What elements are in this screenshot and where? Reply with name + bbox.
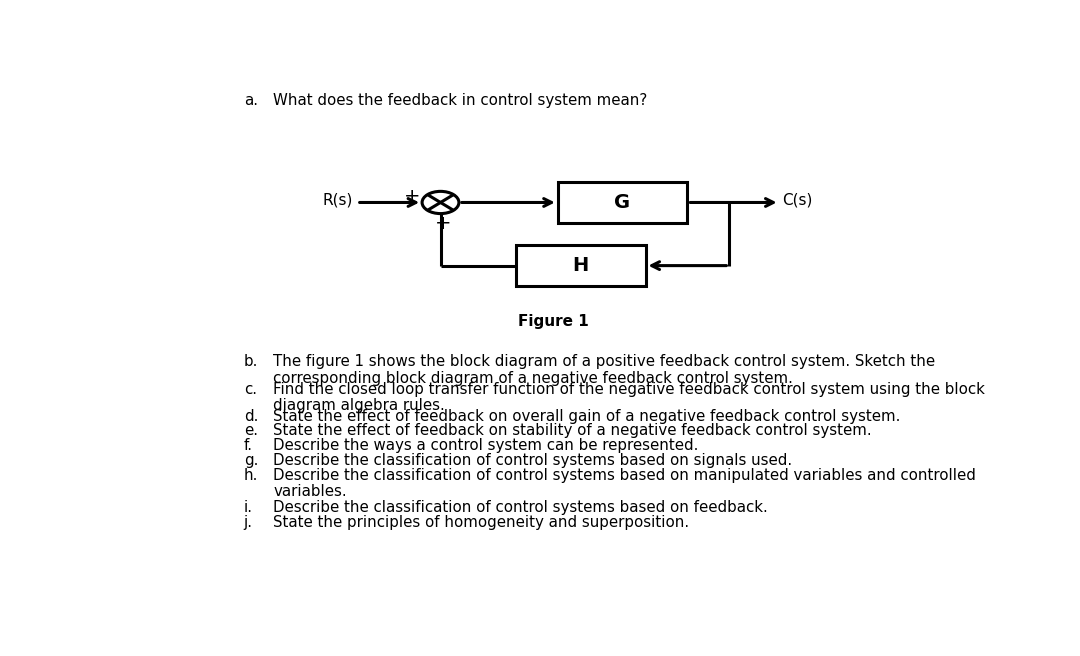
Text: Describe the classification of control systems based on feedback.: Describe the classification of control s…: [273, 501, 768, 516]
Text: What does the feedback in control system mean?: What does the feedback in control system…: [273, 93, 647, 108]
Text: State the effect of feedback on overall gain of a negative feedback control syst: State the effect of feedback on overall …: [273, 409, 901, 424]
Text: C(s): C(s): [782, 193, 812, 208]
Text: diagram algebra rules.: diagram algebra rules.: [273, 398, 445, 413]
Text: Describe the classification of control systems based on signals used.: Describe the classification of control s…: [273, 453, 793, 468]
Text: State the principles of homogeneity and superposition.: State the principles of homogeneity and …: [273, 515, 689, 529]
Text: +: +: [404, 188, 420, 207]
Bar: [516, 245, 646, 286]
Text: R(s): R(s): [322, 193, 352, 208]
Text: variables.: variables.: [273, 484, 347, 499]
Text: The figure 1 shows the block diagram of a positive feedback control system. Sket: The figure 1 shows the block diagram of …: [273, 354, 935, 369]
Text: c.: c.: [244, 382, 257, 397]
Text: i.: i.: [244, 501, 253, 516]
Text: f.: f.: [244, 438, 253, 453]
Text: Describe the classification of control systems based on manipulated variables an: Describe the classification of control s…: [273, 468, 976, 483]
Text: +: +: [435, 215, 451, 233]
Text: Describe the ways a control system can be represented.: Describe the ways a control system can b…: [273, 438, 699, 453]
Text: G: G: [615, 193, 631, 212]
Text: corresponding block diagram of a negative feedback control system.: corresponding block diagram of a negativ…: [273, 371, 793, 386]
Text: b.: b.: [244, 354, 258, 369]
Text: d.: d.: [244, 409, 258, 424]
Text: j.: j.: [244, 515, 253, 529]
Text: Figure 1: Figure 1: [518, 314, 589, 329]
Text: Find the closed loop transfer function of the negative feedback control system u: Find the closed loop transfer function o…: [273, 382, 985, 397]
Text: State the effect of feedback on stability of a negative feedback control system.: State the effect of feedback on stabilit…: [273, 423, 872, 438]
Text: g.: g.: [244, 453, 258, 468]
Text: e.: e.: [244, 423, 258, 438]
Text: h.: h.: [244, 468, 258, 483]
Text: a.: a.: [244, 93, 258, 108]
Bar: [557, 182, 687, 222]
Text: H: H: [572, 256, 589, 275]
